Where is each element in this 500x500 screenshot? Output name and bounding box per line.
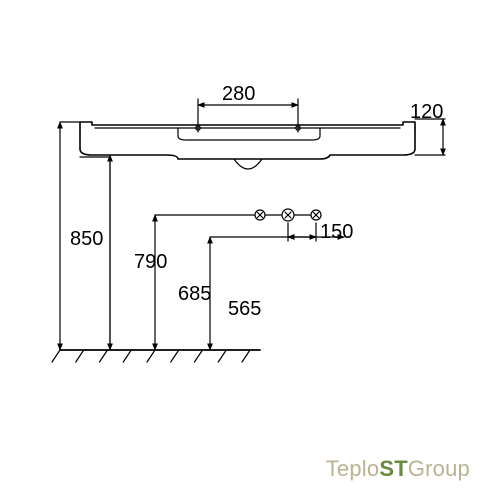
svg-text:685: 685 bbox=[178, 283, 211, 305]
svg-text:565: 565 bbox=[228, 298, 261, 320]
svg-text:790: 790 bbox=[134, 251, 167, 273]
svg-text:120: 120 bbox=[410, 101, 443, 123]
watermark-logo: TeploSTGroup bbox=[326, 456, 470, 482]
logo-part-2: ST bbox=[379, 456, 408, 481]
logo-part-3: Group bbox=[408, 456, 470, 481]
logo-part-1: Teplo bbox=[326, 456, 380, 481]
technical-drawing: 280 120 150 850 790 685 565 bbox=[0, 0, 500, 500]
overflow-detail bbox=[234, 159, 262, 169]
sink-top-rim bbox=[80, 122, 415, 128]
svg-text:280: 280 bbox=[222, 83, 255, 105]
sink-underside bbox=[80, 128, 415, 159]
svg-text:150: 150 bbox=[320, 221, 353, 243]
svg-text:850: 850 bbox=[70, 228, 103, 250]
